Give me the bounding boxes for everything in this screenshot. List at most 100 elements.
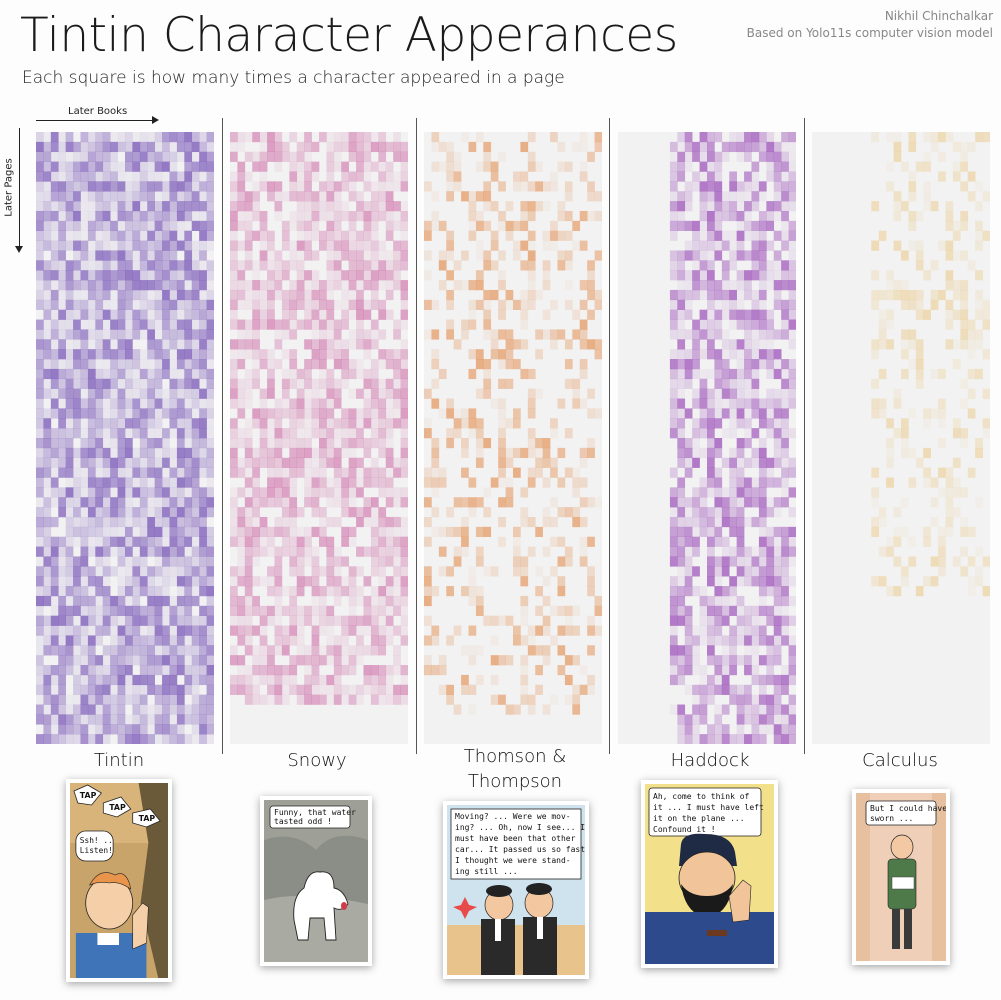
heatmap-cell xyxy=(684,270,693,281)
heatmap-cell xyxy=(230,201,238,212)
heatmap-cell xyxy=(206,447,214,459)
heatmap-cell xyxy=(289,191,298,202)
heatmap-cell xyxy=(132,655,141,666)
heatmap-cell xyxy=(43,665,52,676)
heatmap-cell xyxy=(520,576,529,587)
heatmap-cell xyxy=(341,349,349,360)
heatmap-cell xyxy=(572,309,581,320)
heatmap-cell xyxy=(304,359,312,370)
heatmap-cell xyxy=(520,487,529,498)
heatmap-cell xyxy=(87,576,96,587)
heatmap-cell xyxy=(110,408,118,419)
heatmap-cell xyxy=(206,546,214,557)
heatmap-cell xyxy=(80,280,89,291)
heatmap-cell xyxy=(95,674,104,686)
heatmap-cell xyxy=(692,289,700,301)
heatmap-cell xyxy=(319,438,327,449)
heatmap-cell xyxy=(878,546,887,557)
speech-line: car... It passed us so fast xyxy=(455,845,585,854)
heatmap-cell xyxy=(259,526,268,538)
heatmap-cell xyxy=(788,388,796,399)
heatmap-cell xyxy=(356,615,364,626)
heatmap-cell xyxy=(550,428,558,439)
heatmap-cell xyxy=(669,270,678,281)
heatmap-cell xyxy=(304,418,312,429)
heatmap-cell xyxy=(252,319,260,330)
heatmap-cell xyxy=(587,270,595,281)
heatmap-cell xyxy=(147,151,155,162)
heatmap-cell xyxy=(886,418,894,429)
heatmap-cell xyxy=(677,398,686,409)
heatmap-cell xyxy=(692,694,700,705)
heatmap-cell xyxy=(102,694,111,705)
heatmap-cell xyxy=(169,694,178,705)
heatmap-cell xyxy=(594,339,602,350)
heatmap-cell xyxy=(36,171,44,182)
heatmap-cell xyxy=(304,398,312,409)
heatmap-cell xyxy=(527,477,536,488)
heatmap-cell xyxy=(677,388,686,399)
heatmap-cell xyxy=(87,339,96,350)
heatmap-cell xyxy=(781,704,789,715)
heatmap-cell xyxy=(73,289,81,301)
heatmap-cell xyxy=(206,191,214,202)
heatmap-cell xyxy=(326,289,335,301)
heatmap-cell xyxy=(684,714,693,725)
heatmap-cell xyxy=(87,546,96,557)
heatmap-cell xyxy=(50,428,59,439)
heatmap-cell xyxy=(162,457,170,468)
heatmap-cell xyxy=(73,526,81,538)
heatmap-cell xyxy=(102,546,111,557)
heatmap-cell xyxy=(230,526,238,538)
heatmap-cell xyxy=(788,299,796,310)
heatmap-cell xyxy=(490,694,499,705)
heatmap-cell xyxy=(363,546,372,557)
heatmap-cell xyxy=(751,546,760,557)
heatmap-cell xyxy=(244,171,253,182)
heatmap-cell xyxy=(475,457,484,468)
heatmap-cell xyxy=(176,516,185,528)
heatmap-cell xyxy=(274,201,283,212)
heatmap-cell xyxy=(744,625,752,636)
heatmap-cell xyxy=(206,309,214,320)
heatmap-cell xyxy=(773,635,782,646)
heatmap-cell xyxy=(505,201,514,212)
heatmap-cell xyxy=(65,526,74,538)
heatmap-cell xyxy=(252,368,260,380)
heatmap-cell xyxy=(65,171,74,182)
heatmap-cell xyxy=(385,467,394,478)
heatmap-cell xyxy=(773,438,782,449)
heatmap-cell xyxy=(230,319,238,330)
heatmap-cell xyxy=(781,408,789,419)
heatmap-cell xyxy=(132,556,141,567)
heatmap-cell xyxy=(73,161,81,172)
heatmap-cell xyxy=(319,359,327,370)
heatmap-cell xyxy=(191,655,200,666)
heatmap-cell xyxy=(721,457,730,468)
heatmap-cell xyxy=(527,694,536,705)
heatmap-cell xyxy=(319,625,327,636)
heatmap-cell xyxy=(230,467,238,478)
heatmap-cell xyxy=(199,398,207,409)
heatmap-cell xyxy=(729,230,737,241)
heatmap-cell xyxy=(729,457,737,468)
heatmap-cell xyxy=(393,181,401,192)
heatmap-cell xyxy=(871,467,880,478)
heatmap-cell xyxy=(296,418,305,429)
heatmap-cell xyxy=(975,220,983,232)
heatmap-cell xyxy=(901,201,909,212)
heatmap-cell xyxy=(73,349,81,360)
heatmap-cell xyxy=(699,378,708,389)
heatmap-cell xyxy=(281,368,290,380)
heatmap-cell xyxy=(296,280,305,291)
heatmap-cell xyxy=(886,132,894,143)
heatmap-cell xyxy=(744,516,752,528)
heatmap-cell xyxy=(385,398,394,409)
heatmap-cell xyxy=(169,240,178,251)
heatmap-cell xyxy=(721,359,730,370)
heatmap-cell xyxy=(304,280,312,291)
heatmap-cell xyxy=(721,487,730,498)
heatmap-cell xyxy=(938,368,946,380)
heatmap-cell xyxy=(438,684,447,695)
heatmap-cell xyxy=(162,161,170,172)
